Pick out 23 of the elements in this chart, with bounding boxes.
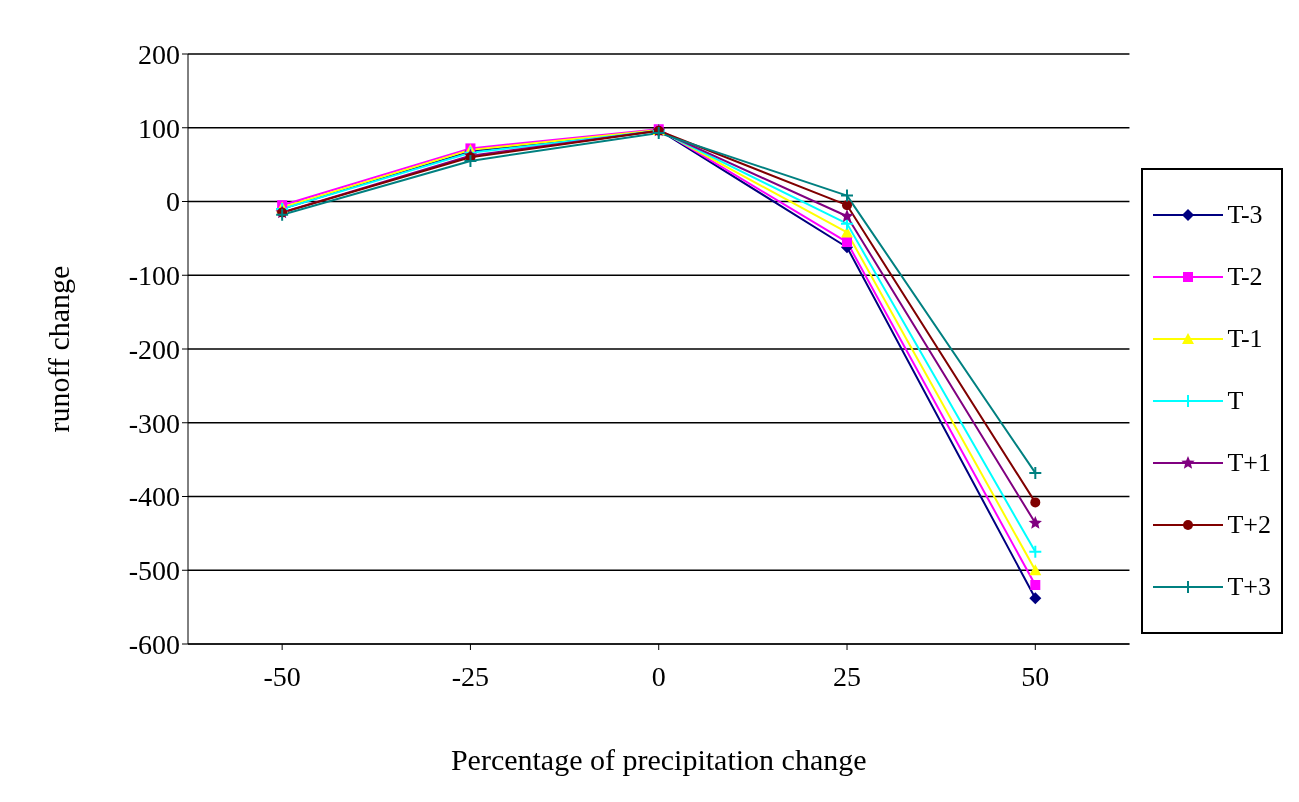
x-tick-label: 50 bbox=[1021, 660, 1050, 692]
legend-label: T-1 bbox=[1227, 324, 1263, 354]
y-tick-label: -600 bbox=[128, 628, 180, 660]
legend-label: T-3 bbox=[1227, 200, 1263, 230]
y-tick-label: 200 bbox=[138, 38, 180, 70]
y-tick-label: 0 bbox=[166, 186, 180, 218]
y-tick-label: -300 bbox=[128, 407, 180, 439]
legend-label: T+3 bbox=[1227, 572, 1271, 602]
y-axis-title: runoff change bbox=[41, 265, 75, 433]
legend-label: T+2 bbox=[1227, 510, 1271, 540]
legend-label: T bbox=[1227, 386, 1244, 416]
y-tick-label: -400 bbox=[128, 481, 180, 513]
y-tick-label: -500 bbox=[128, 555, 180, 587]
x-tick-label: 25 bbox=[833, 660, 862, 692]
y-tick-label: -200 bbox=[128, 333, 180, 365]
legend-label: T+1 bbox=[1227, 448, 1271, 478]
x-tick-label: -25 bbox=[451, 660, 490, 692]
y-tick-label: -100 bbox=[128, 260, 180, 292]
legend-label: T-2 bbox=[1227, 262, 1263, 292]
y-tick-label: 100 bbox=[138, 112, 180, 144]
x-tick-label: -50 bbox=[263, 660, 301, 692]
x-axis-title: Percentage of precipitation change bbox=[450, 743, 867, 776]
x-tick-label: 0 bbox=[651, 660, 666, 692]
